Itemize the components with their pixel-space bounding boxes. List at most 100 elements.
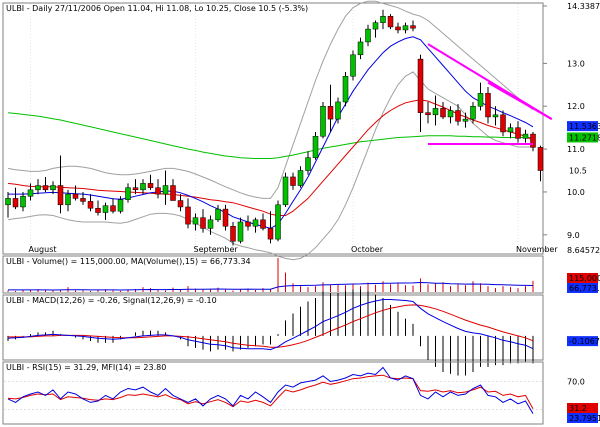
candle: [515, 121, 521, 143]
bollinger-lower-line: [7, 71, 533, 261]
candle: [365, 24, 371, 47]
candle-body: [42, 185, 49, 191]
macd-signal-line: [8, 304, 534, 348]
price-value-tag: 11.2718: [567, 132, 600, 143]
candle: [132, 179, 139, 195]
price-value-tag-box: [567, 121, 598, 132]
candle: [485, 86, 491, 124]
candle-body: [500, 114, 506, 133]
price-value-tag-box: [567, 132, 598, 143]
candle: [5, 191, 11, 218]
candle: [335, 97, 341, 124]
candle: [237, 217, 244, 244]
rsi-panel-frame: [2, 361, 544, 425]
month-label: August: [29, 245, 57, 254]
candle-body: [440, 108, 446, 118]
candle-body: [110, 205, 116, 212]
price-value-tag: 10.5: [566, 165, 599, 177]
candle-body: [5, 198, 11, 206]
candle-body: [530, 133, 536, 148]
mfi-value-tag: 23.7951: [567, 413, 600, 423]
candle-body: [402, 25, 409, 31]
candle: [140, 179, 146, 195]
candle: [342, 71, 349, 107]
candle: [440, 101, 446, 120]
macd-panel-frame: [2, 294, 544, 361]
candle-body: [57, 185, 64, 206]
candle-body: [425, 112, 431, 116]
price-value-tag-label: 11.2718: [569, 133, 600, 142]
candle-body: [252, 219, 259, 227]
candle: [267, 211, 274, 244]
candle-body: [222, 208, 229, 227]
candle-body: [185, 206, 191, 225]
price-tick-label: 11.0: [567, 145, 585, 154]
candle: [260, 213, 266, 231]
candle: [350, 50, 356, 81]
mfi-value-tag-box: [567, 413, 598, 423]
candle-body: [140, 183, 146, 191]
candle-body: [50, 185, 56, 191]
candle-body: [125, 187, 131, 200]
candle-body: [147, 183, 154, 188]
candle-body: [230, 225, 236, 242]
candle: [357, 37, 364, 60]
price-value-tag-label: 11.5363: [569, 122, 600, 131]
candle: [447, 106, 454, 124]
candle-body: [27, 189, 34, 197]
candle: [27, 183, 34, 201]
candle-body: [215, 208, 221, 221]
month-label: October: [351, 245, 384, 254]
price-value-tag-label: 10.5: [569, 167, 587, 176]
candle-body: [155, 187, 161, 195]
candle: [215, 204, 221, 222]
rsi-value-tag: 31.2: [567, 403, 598, 413]
candle-body: [102, 205, 109, 213]
candle: [200, 209, 206, 233]
candle: [147, 174, 154, 190]
candle: [65, 189, 71, 212]
candle: [87, 194, 94, 212]
candle-body: [72, 193, 79, 199]
price-panel-title: ULBI - Daily 27/11/2006 Open 11.04, Hi 1…: [6, 4, 308, 13]
candle-body: [297, 170, 304, 186]
candle-body: [410, 25, 416, 29]
candle-body: [177, 200, 184, 208]
candle: [387, 14, 394, 30]
volume-panel-title: ULBI - Volume() = 115,000.00, MA(Volume(…: [6, 257, 251, 266]
rsi-panel: ULBI - RSI(15) = 31.29, MFI(14) = 23.80 …: [2, 361, 600, 425]
candle: [432, 95, 439, 126]
candle-body: [515, 127, 521, 139]
moving-average-green-line: [7, 112, 533, 159]
candle: [507, 123, 514, 139]
candle: [192, 213, 199, 231]
candle-body: [282, 176, 289, 206]
candle-body: [132, 187, 139, 191]
candle: [177, 194, 184, 212]
volume-value-tag: 115,000: [567, 273, 600, 283]
candle: [42, 176, 49, 192]
rsi-line: [7, 374, 534, 409]
month-label: September: [194, 245, 239, 254]
candle-body: [20, 195, 26, 208]
candle-body: [372, 22, 379, 30]
candle: [57, 155, 64, 214]
candle: [522, 129, 529, 143]
candle-body: [312, 135, 319, 158]
candle: [530, 131, 536, 152]
candle-body: [447, 110, 454, 118]
candle-body: [245, 221, 251, 227]
rsi-value-tag-box: [567, 403, 598, 413]
candle-body: [260, 219, 266, 229]
candle: [275, 200, 281, 242]
price-value-tag: 11.5363: [567, 121, 600, 132]
candle: [312, 131, 319, 160]
candle-body: [305, 157, 311, 171]
volume-ma-line: [8, 281, 534, 291]
candle-body: [395, 26, 401, 31]
candle: [410, 20, 416, 32]
bollinger-upper-line: [7, 0, 534, 199]
volume-ma-tag-box: [567, 283, 598, 293]
candle-body: [522, 133, 529, 139]
